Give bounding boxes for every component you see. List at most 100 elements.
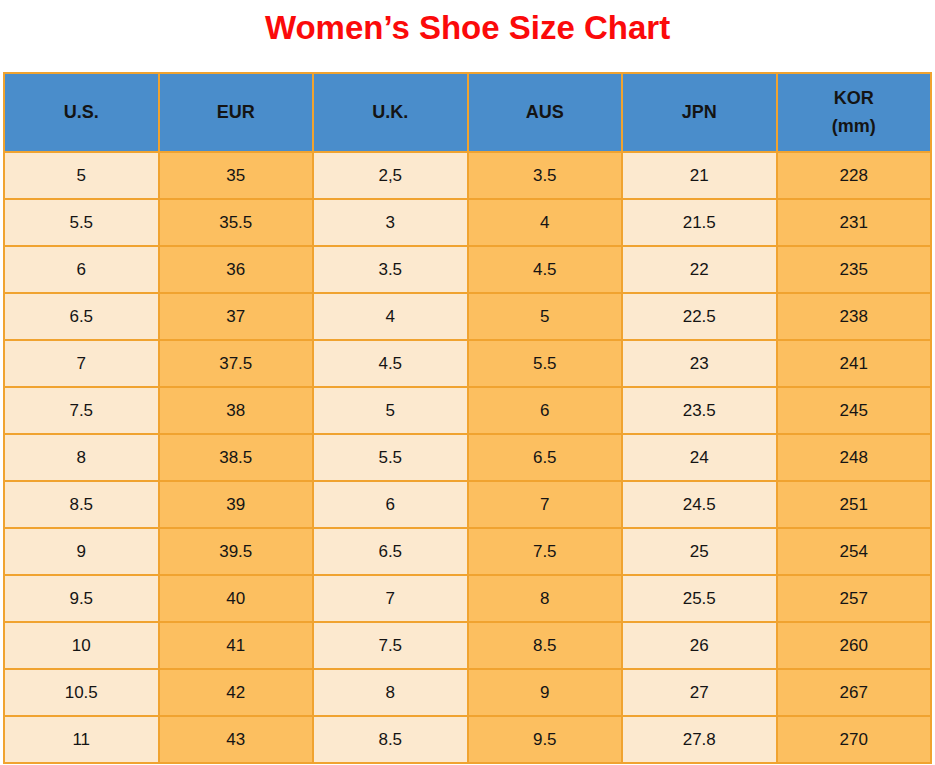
table-cell: 2,5 <box>313 152 468 199</box>
table-cell: 3 <box>313 199 468 246</box>
table-cell: 231 <box>777 199 932 246</box>
table-cell: 245 <box>777 387 932 434</box>
table-cell: 26 <box>622 622 777 669</box>
page-title: Women’s Shoe Size Chart <box>0 0 935 47</box>
column-header-uk: U.K. <box>313 73 468 152</box>
table-cell: 39.5 <box>159 528 314 575</box>
table-cell: 9 <box>468 669 623 716</box>
table-cell: 38 <box>159 387 314 434</box>
table-cell: 6 <box>313 481 468 528</box>
table-cell: 8.5 <box>313 716 468 763</box>
table-cell: 270 <box>777 716 932 763</box>
table-cell: 9.5 <box>468 716 623 763</box>
table-cell: 37.5 <box>159 340 314 387</box>
table-cell: 6 <box>468 387 623 434</box>
table-cell: 40 <box>159 575 314 622</box>
table-header: U.S.EURU.K.AUSJPNKOR(mm) <box>4 73 931 152</box>
table-cell: 22.5 <box>622 293 777 340</box>
table-cell: 35 <box>159 152 314 199</box>
table-cell: 6.5 <box>313 528 468 575</box>
table-cell: 21.5 <box>622 199 777 246</box>
table-cell: 9 <box>4 528 159 575</box>
table-cell: 7.5 <box>4 387 159 434</box>
table-cell: 23 <box>622 340 777 387</box>
table-cell: 36 <box>159 246 314 293</box>
table-cell: 5.5 <box>313 434 468 481</box>
table-cell: 4.5 <box>468 246 623 293</box>
table-cell: 42 <box>159 669 314 716</box>
table-cell: 38.5 <box>159 434 314 481</box>
table-row: 11438.59.527.8270 <box>4 716 931 763</box>
table-row: 6.5374522.5238 <box>4 293 931 340</box>
table-row: 9.5407825.5257 <box>4 575 931 622</box>
table-cell: 238 <box>777 293 932 340</box>
table-cell: 10.5 <box>4 669 159 716</box>
table-cell: 5 <box>468 293 623 340</box>
table-row: 939.56.57.525254 <box>4 528 931 575</box>
table-cell: 8.5 <box>468 622 623 669</box>
table-cell: 4 <box>468 199 623 246</box>
table-cell: 25.5 <box>622 575 777 622</box>
table-cell: 7.5 <box>313 622 468 669</box>
table-body: 5352,53.5212285.535.53421.52316363.54.52… <box>4 152 931 763</box>
table-cell: 8 <box>468 575 623 622</box>
table-row: 6363.54.522235 <box>4 246 931 293</box>
table-row: 7.5385623.5245 <box>4 387 931 434</box>
table-cell: 7.5 <box>468 528 623 575</box>
table-cell: 43 <box>159 716 314 763</box>
table-cell: 251 <box>777 481 932 528</box>
table-cell: 4.5 <box>313 340 468 387</box>
column-header-kor: KOR(mm) <box>777 73 932 152</box>
table-cell: 260 <box>777 622 932 669</box>
table-cell: 8 <box>313 669 468 716</box>
table-cell: 11 <box>4 716 159 763</box>
table-cell: 4 <box>313 293 468 340</box>
column-header-us: U.S. <box>4 73 159 152</box>
table-cell: 257 <box>777 575 932 622</box>
table-cell: 24 <box>622 434 777 481</box>
table-cell: 267 <box>777 669 932 716</box>
shoe-size-table: U.S.EURU.K.AUSJPNKOR(mm) 5352,53.5212285… <box>3 72 932 764</box>
table-cell: 5.5 <box>4 199 159 246</box>
table-cell: 23.5 <box>622 387 777 434</box>
table-cell: 8 <box>4 434 159 481</box>
table-cell: 37 <box>159 293 314 340</box>
table-cell: 8.5 <box>4 481 159 528</box>
table-cell: 21 <box>622 152 777 199</box>
table-cell: 5 <box>4 152 159 199</box>
table-cell: 248 <box>777 434 932 481</box>
table-cell: 7 <box>468 481 623 528</box>
table-cell: 254 <box>777 528 932 575</box>
table-cell: 9.5 <box>4 575 159 622</box>
table-cell: 27 <box>622 669 777 716</box>
table-row: 10.5428927267 <box>4 669 931 716</box>
table-cell: 10 <box>4 622 159 669</box>
table-cell: 3.5 <box>313 246 468 293</box>
table-cell: 7 <box>4 340 159 387</box>
column-header-eur: EUR <box>159 73 314 152</box>
table-cell: 6 <box>4 246 159 293</box>
table-cell: 39 <box>159 481 314 528</box>
table-cell: 3.5 <box>468 152 623 199</box>
table-cell: 6.5 <box>4 293 159 340</box>
table-row: 5.535.53421.5231 <box>4 199 931 246</box>
table-cell: 5 <box>313 387 468 434</box>
column-header-jpn: JPN <box>622 73 777 152</box>
table-row: 838.55.56.524248 <box>4 434 931 481</box>
table-cell: 24.5 <box>622 481 777 528</box>
table-row: 5352,53.521228 <box>4 152 931 199</box>
table-cell: 5.5 <box>468 340 623 387</box>
table-cell: 35.5 <box>159 199 314 246</box>
header-row: U.S.EURU.K.AUSJPNKOR(mm) <box>4 73 931 152</box>
table-row: 8.5396724.5251 <box>4 481 931 528</box>
table-cell: 6.5 <box>468 434 623 481</box>
table-cell: 41 <box>159 622 314 669</box>
table-cell: 22 <box>622 246 777 293</box>
table-row: 737.54.55.523241 <box>4 340 931 387</box>
table-cell: 27.8 <box>622 716 777 763</box>
table-cell: 235 <box>777 246 932 293</box>
table-cell: 7 <box>313 575 468 622</box>
table-cell: 228 <box>777 152 932 199</box>
column-header-aus: AUS <box>468 73 623 152</box>
table-cell: 241 <box>777 340 932 387</box>
